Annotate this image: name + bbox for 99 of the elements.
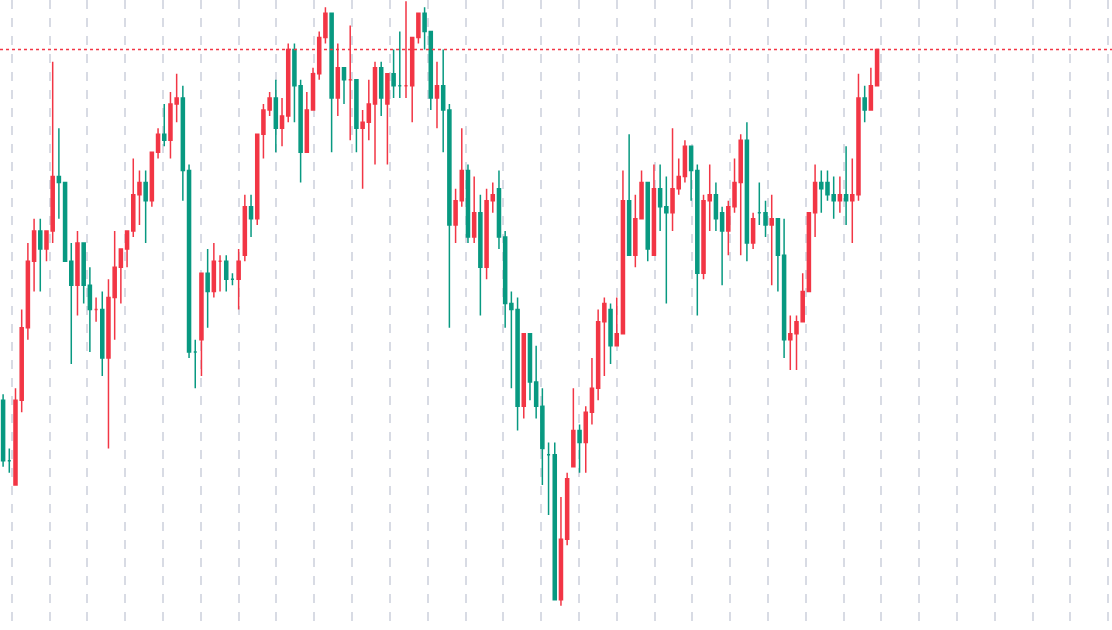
candlestick (695, 163, 700, 317)
candlestick (688, 145, 694, 202)
candlestick (31, 218, 37, 293)
candlestick (360, 109, 365, 190)
candlestick (750, 212, 756, 250)
candlestick (775, 218, 781, 293)
candlestick (236, 248, 241, 311)
candlestick (744, 121, 750, 262)
candlestick (223, 254, 229, 293)
candlestick (564, 472, 570, 547)
candlestick (217, 254, 223, 293)
candlestick (118, 248, 124, 305)
candlestick (75, 230, 80, 317)
candlestick (620, 169, 626, 335)
candlestick (440, 48, 446, 154)
candlestick (273, 79, 279, 154)
candlestick (781, 218, 787, 359)
candlestick (341, 66, 347, 105)
candlestick (279, 97, 285, 148)
candlestick (310, 66, 316, 111)
candlestick (323, 6, 328, 45)
candlestick (81, 242, 86, 305)
candlestick (397, 30, 403, 99)
candlestick (242, 193, 248, 262)
candlestick (664, 175, 669, 305)
candlestick (56, 127, 62, 220)
candlestick (459, 127, 465, 208)
candlestick (385, 73, 390, 166)
candlestick (354, 79, 359, 154)
candlestick (192, 339, 198, 389)
candlestick (589, 357, 595, 426)
candlestick (161, 103, 167, 148)
candlestick (422, 6, 427, 51)
candlestick (757, 181, 762, 226)
candlestick (583, 405, 589, 474)
candlestick (453, 187, 458, 244)
candlestick (230, 272, 235, 287)
candlestick (651, 163, 657, 256)
candlestick (608, 302, 613, 365)
candlestick (391, 48, 396, 99)
candlestick (843, 145, 849, 226)
candlestick (25, 242, 31, 341)
candlestick (602, 296, 607, 377)
candlestick (527, 332, 533, 401)
candlestick (186, 163, 192, 359)
candlestick (502, 230, 508, 329)
candlestick (645, 181, 651, 262)
candlestick (100, 290, 105, 377)
candlestick (533, 345, 539, 420)
candlestick (93, 296, 99, 323)
candlestick (372, 60, 378, 166)
candlestick (205, 248, 210, 329)
candlestick (471, 175, 477, 244)
candlestick (862, 85, 867, 123)
candlestick (490, 181, 496, 214)
candlestick (155, 127, 161, 160)
candlestick (7, 447, 12, 474)
candlestick (478, 193, 483, 317)
candlestick (248, 193, 254, 238)
candlestick (428, 30, 434, 111)
candlestick (540, 387, 545, 486)
candlestick (69, 242, 74, 365)
candlestick (378, 60, 384, 117)
candlestick (180, 85, 186, 202)
candlestick (416, 12, 421, 45)
candlestick (465, 163, 471, 244)
candlestick (769, 193, 774, 287)
candlestick (434, 60, 440, 129)
candlestick (199, 272, 204, 377)
candlestick (577, 423, 582, 474)
candlestick (447, 103, 452, 329)
candlestick (496, 169, 502, 250)
candlestick (626, 133, 632, 256)
candlestick (713, 181, 719, 232)
candlestick (211, 242, 217, 299)
candlestick (87, 266, 93, 353)
candlestick (546, 441, 551, 516)
candlestick (484, 187, 489, 281)
candlestick (552, 441, 558, 601)
candlestick (837, 175, 843, 214)
candlestick (719, 206, 725, 287)
candlestick (366, 79, 372, 142)
candlestick (143, 169, 148, 244)
candlestick (38, 218, 43, 293)
candlestick (868, 66, 874, 111)
candlestick (558, 496, 564, 607)
candlestick (571, 387, 576, 468)
candlestick (329, 12, 334, 154)
candlestick (149, 151, 155, 208)
candlestick (812, 163, 818, 238)
candlestick (595, 308, 601, 401)
candlestick (0, 393, 6, 468)
candlestick (614, 296, 620, 347)
candlestick (304, 91, 310, 154)
candlestick (763, 199, 768, 238)
candlestick (657, 163, 663, 232)
candlestick (124, 230, 130, 268)
candlestick (682, 139, 688, 184)
candlestick (521, 332, 527, 420)
